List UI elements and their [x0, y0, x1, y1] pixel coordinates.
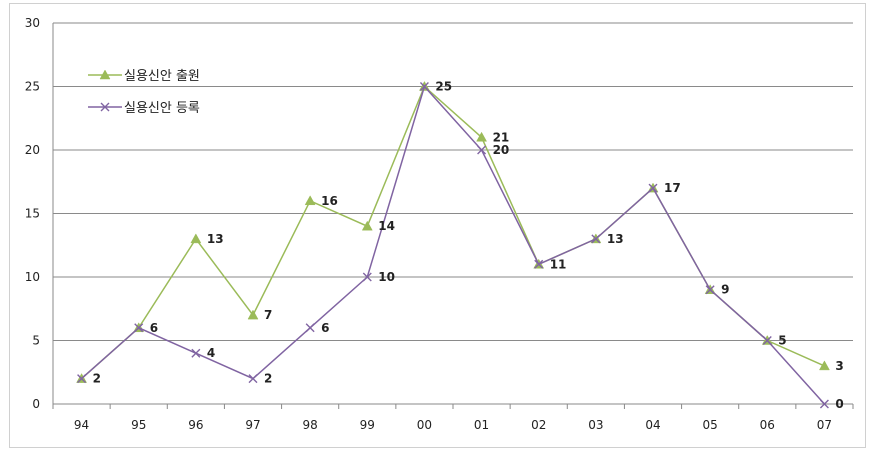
data-point-series-1 [190, 233, 202, 244]
data-label-series-1: 16 [321, 194, 338, 208]
data-label-series-2: 5 [778, 334, 786, 348]
x-tick-label: 99 [360, 418, 375, 432]
data-label-series-2: 6 [321, 321, 329, 335]
x-tick-label: 06 [760, 418, 775, 432]
y-tick-label: 10 [25, 270, 40, 284]
data-point-series-1 [247, 309, 259, 320]
x-tick-label: 96 [188, 418, 203, 432]
y-tick-label: 25 [25, 80, 40, 94]
data-label-series-1: 13 [207, 232, 224, 246]
data-label-series-2: 17 [664, 181, 681, 195]
data-point-series-2 [77, 374, 87, 384]
x-tick-label: 00 [417, 418, 432, 432]
data-point-series-2 [134, 323, 144, 333]
data-point-series-2 [648, 183, 658, 193]
legend-label-2: 실용신안 등록 [124, 101, 200, 116]
x-tick-label: 94 [74, 418, 89, 432]
data-label-series-2: 6 [150, 321, 158, 335]
x-tick-label: 07 [817, 418, 832, 432]
data-label-series-2: 4 [207, 346, 215, 360]
data-label-series-2: 13 [607, 232, 624, 246]
data-point-series-2 [819, 399, 829, 409]
data-label-series-1: 21 [493, 130, 510, 144]
data-point-series-2 [477, 145, 487, 155]
x-tick-label: 95 [131, 418, 146, 432]
data-point-series-1 [476, 131, 487, 142]
data-label-series-1: 7 [264, 308, 272, 322]
data-label-series-1: 14 [378, 219, 395, 233]
legend-label-1: 실용신안 출원 [124, 69, 200, 84]
data-point-series-2 [762, 336, 772, 345]
data-label-series-2: 2 [264, 372, 272, 386]
data-point-series-2 [419, 82, 429, 91]
data-point-series-1 [819, 360, 830, 371]
legend-marker-2 [100, 102, 110, 112]
data-point-series-2 [191, 348, 201, 358]
y-tick-label: 0 [32, 397, 40, 411]
data-point-series-2 [362, 272, 372, 282]
data-point-series-1 [361, 220, 373, 231]
x-tick-label: 01 [474, 418, 489, 432]
x-tick-label: 97 [245, 418, 260, 432]
x-tick-label: 04 [645, 418, 660, 432]
legend-marker-1 [99, 69, 111, 80]
x-tick-label: 98 [303, 418, 318, 432]
data-point-series-2 [305, 323, 315, 333]
x-tick-label: 02 [531, 418, 546, 432]
data-label-series-2: 0 [835, 397, 843, 411]
chart-frame [9, 3, 866, 448]
data-point-series-2 [248, 374, 258, 384]
x-tick-label: 03 [588, 418, 603, 432]
x-tick-label: 05 [703, 418, 718, 432]
series-line-1 [81, 85, 825, 380]
data-point-series-2 [591, 234, 601, 244]
data-label-series-2: 10 [378, 270, 395, 284]
data-label-series-2: 11 [550, 257, 567, 271]
data-point-series-2 [705, 285, 715, 295]
data-label-series-2: 9 [721, 283, 729, 297]
y-tick-label: 15 [25, 207, 40, 221]
data-point-series-2 [534, 259, 544, 269]
data-label-series-2: 2 [93, 372, 101, 386]
series-line-2 [81, 85, 825, 405]
data-label-series-1: 3 [835, 359, 843, 373]
y-tick-label: 5 [32, 334, 40, 348]
data-point-series-1 [304, 195, 316, 206]
y-tick-label: 20 [25, 143, 40, 157]
y-tick-label: 30 [25, 16, 40, 30]
data-label-series-2: 25 [435, 80, 452, 94]
data-label-series-2: 20 [493, 143, 510, 157]
